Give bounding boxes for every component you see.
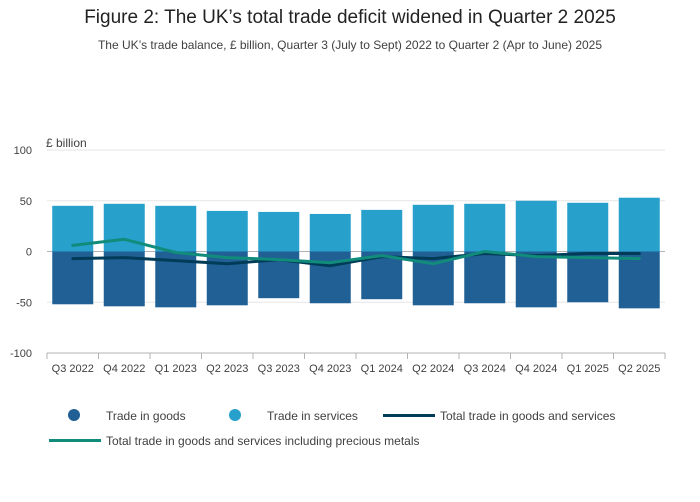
y-axis-unit-label: £ billion — [46, 136, 87, 150]
legend-label-total: Total trade in goods and services — [440, 409, 616, 423]
bar — [155, 205, 197, 252]
series-line — [71, 237, 641, 266]
y-tick-label: 50 — [20, 196, 32, 208]
bar — [464, 203, 506, 252]
legend-label-goods: Trade in goods — [106, 409, 186, 423]
x-tick-label: Q4 2023 — [309, 363, 351, 375]
y-tick-label: 0 — [26, 247, 32, 259]
y-axis-ticks: 100 50 0 -50 -100 — [10, 145, 32, 360]
x-tick-label: Q1 2023 — [155, 363, 197, 375]
legend-swatch-total-precious-metals — [49, 439, 101, 442]
legend-swatch-total — [383, 414, 435, 417]
x-tick-label: Q3 2022 — [52, 363, 94, 375]
legend-label-services: Trade in services — [267, 409, 358, 423]
bars — [52, 197, 660, 309]
chart-title: Figure 2: The UK’s total trade deficit w… — [84, 7, 616, 28]
x-tick-label: Q2 2023 — [206, 363, 248, 375]
bar — [309, 213, 351, 252]
legend-label-total-precious-metals: Total trade in goods and services includ… — [106, 434, 420, 448]
x-tick-label: Q3 2023 — [258, 363, 300, 375]
legend-swatch-goods — [68, 409, 80, 421]
bar — [412, 204, 454, 252]
y-tick-label: -100 — [10, 348, 32, 360]
x-tick-label: Q4 2024 — [515, 363, 557, 375]
legend-swatch-services — [229, 409, 241, 421]
x-tick-label: Q2 2025 — [618, 363, 660, 375]
bar — [361, 209, 403, 252]
x-tick-label: Q4 2022 — [103, 363, 145, 375]
y-tick-label: -50 — [16, 297, 32, 309]
bar — [515, 200, 557, 252]
series-line — [71, 252, 641, 268]
bar — [52, 251, 94, 305]
bar — [258, 211, 300, 252]
x-axis: Q3 2022 Q4 2022 Q1 2023 Q2 2023 Q3 2023 Q4 20… — [46, 352, 666, 375]
bar — [618, 251, 660, 309]
bar — [618, 197, 660, 252]
x-tick-label: Q1 2024 — [361, 363, 403, 375]
bar — [103, 251, 145, 307]
bar — [206, 251, 248, 306]
bar — [515, 251, 557, 308]
x-tick-label: Q1 2025 — [567, 363, 609, 375]
bar — [567, 251, 609, 303]
bar — [567, 202, 609, 252]
x-tick-label: Q3 2024 — [464, 363, 506, 375]
chart-subtitle: The UK’s trade balance, £ billion, Quart… — [97, 38, 603, 52]
bar — [464, 251, 506, 304]
lines — [71, 237, 641, 268]
x-tick-label: Q2 2024 — [412, 363, 454, 375]
bar — [206, 210, 248, 252]
y-tick-label: 100 — [14, 145, 32, 157]
